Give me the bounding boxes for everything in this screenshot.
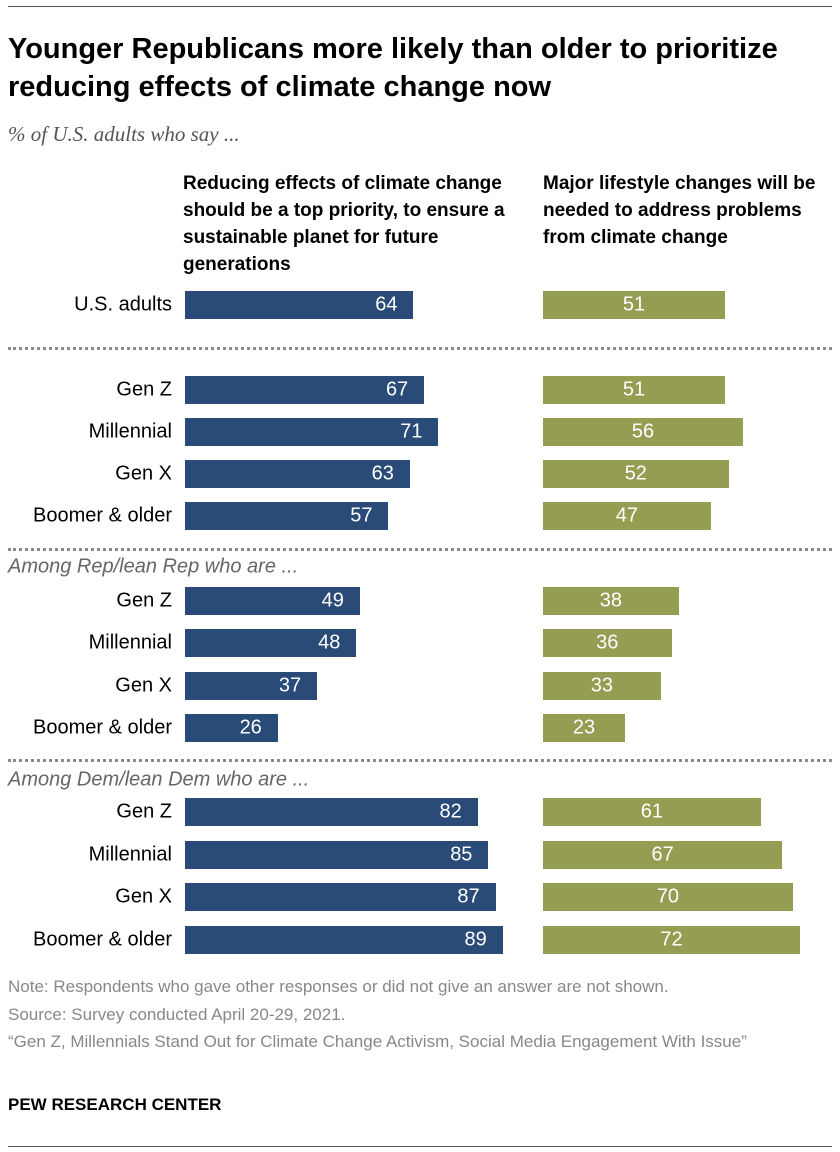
data-label: 61 [640, 800, 663, 823]
chart-title: Younger Republicans more likely than old… [8, 33, 778, 103]
bar-lifestyle: 52 [543, 460, 729, 488]
bottom-rule [8, 1146, 832, 1147]
bar-priority: 26 [185, 714, 278, 742]
data-label: 49 [321, 589, 344, 612]
bar-lifestyle: 38 [543, 587, 679, 615]
column-header-lifestyle: Major lifestyle changes will be needed t… [543, 173, 816, 248]
bar-priority: 64 [185, 291, 414, 319]
bar-lifestyle: 61 [543, 798, 761, 826]
bar-priority: 89 [185, 926, 503, 954]
category-label: U.S. adults [74, 293, 172, 316]
data-label: 37 [278, 674, 302, 697]
data-label: 52 [624, 462, 647, 485]
data-label: 71 [400, 420, 423, 443]
category-label: Boomer & older [33, 928, 172, 951]
category-label: Millennial [88, 420, 172, 443]
group-label: Among Rep/lean Rep who are ... [8, 555, 299, 578]
data-label: 47 [615, 504, 639, 527]
data-label: 70 [656, 885, 680, 908]
bar-priority: 37 [185, 672, 318, 700]
data-label: 23 [572, 716, 596, 739]
bar-lifestyle: 70 [543, 883, 793, 911]
data-label: 67 [385, 378, 409, 401]
chart-subtitle: % of U.S. adults who say ... [8, 122, 240, 146]
category-label: Millennial [88, 843, 172, 866]
bar-priority: 67 [185, 376, 425, 404]
category-label: Gen Z [116, 589, 172, 612]
bar-lifestyle: 23 [543, 714, 626, 742]
data-label: 51 [622, 293, 646, 316]
group-divider [8, 347, 832, 350]
source-text: Source: Survey conducted April 20-29, 20… [8, 1005, 346, 1024]
data-label: 38 [599, 589, 622, 612]
data-label: 72 [660, 928, 683, 951]
column-header-priority: Reducing effects of climate change shoul… [183, 173, 505, 275]
category-label: Millennial [88, 631, 172, 654]
bar-priority: 71 [185, 418, 439, 446]
report-title: “Gen Z, Millennials Stand Out for Climat… [8, 1032, 747, 1051]
data-label: 67 [651, 843, 674, 866]
bar-lifestyle: 56 [543, 418, 743, 446]
group-divider [8, 548, 832, 551]
bar-lifestyle: 47 [543, 502, 711, 530]
pew-logo: PEW RESEARCH CENTER [8, 1095, 222, 1114]
data-label: 51 [622, 378, 646, 401]
bar-lifestyle: 51 [543, 291, 726, 319]
group-divider [8, 759, 832, 762]
group-label: Among Dem/lean Dem who are ... [8, 768, 310, 791]
data-label: 26 [239, 716, 262, 739]
bar-lifestyle: 33 [543, 672, 661, 700]
bar-priority: 48 [185, 629, 357, 657]
bar-priority: 49 [185, 587, 360, 615]
data-label: 48 [318, 631, 341, 654]
data-label: 82 [439, 800, 462, 823]
bar-priority: 85 [185, 841, 489, 869]
data-label: 33 [590, 674, 614, 697]
bar-priority: 82 [185, 798, 478, 826]
top-rule [8, 6, 832, 7]
data-label: 57 [350, 504, 373, 527]
category-label: Gen X [115, 674, 172, 697]
category-label: Boomer & older [33, 716, 172, 739]
data-label: 89 [464, 928, 487, 951]
bar-lifestyle: 72 [543, 926, 801, 954]
category-label: Boomer & older [33, 504, 172, 527]
bar-lifestyle: 51 [543, 376, 726, 404]
note-text: Note: Respondents who gave other respons… [8, 977, 669, 996]
data-label: 63 [371, 462, 394, 485]
category-label: Gen X [115, 462, 172, 485]
data-label: 85 [450, 843, 473, 866]
bar-priority: 63 [185, 460, 410, 488]
data-label: 64 [375, 293, 398, 316]
bar-lifestyle: 36 [543, 629, 672, 657]
category-label: Gen X [115, 885, 172, 908]
bar-priority: 87 [185, 883, 496, 911]
bar-priority: 57 [185, 502, 389, 530]
data-label: 87 [457, 885, 480, 908]
data-label: 36 [596, 631, 619, 654]
bar-lifestyle: 67 [543, 841, 783, 869]
category-label: Gen Z [116, 378, 172, 401]
category-label: Gen Z [116, 800, 172, 823]
data-label: 56 [631, 420, 655, 443]
